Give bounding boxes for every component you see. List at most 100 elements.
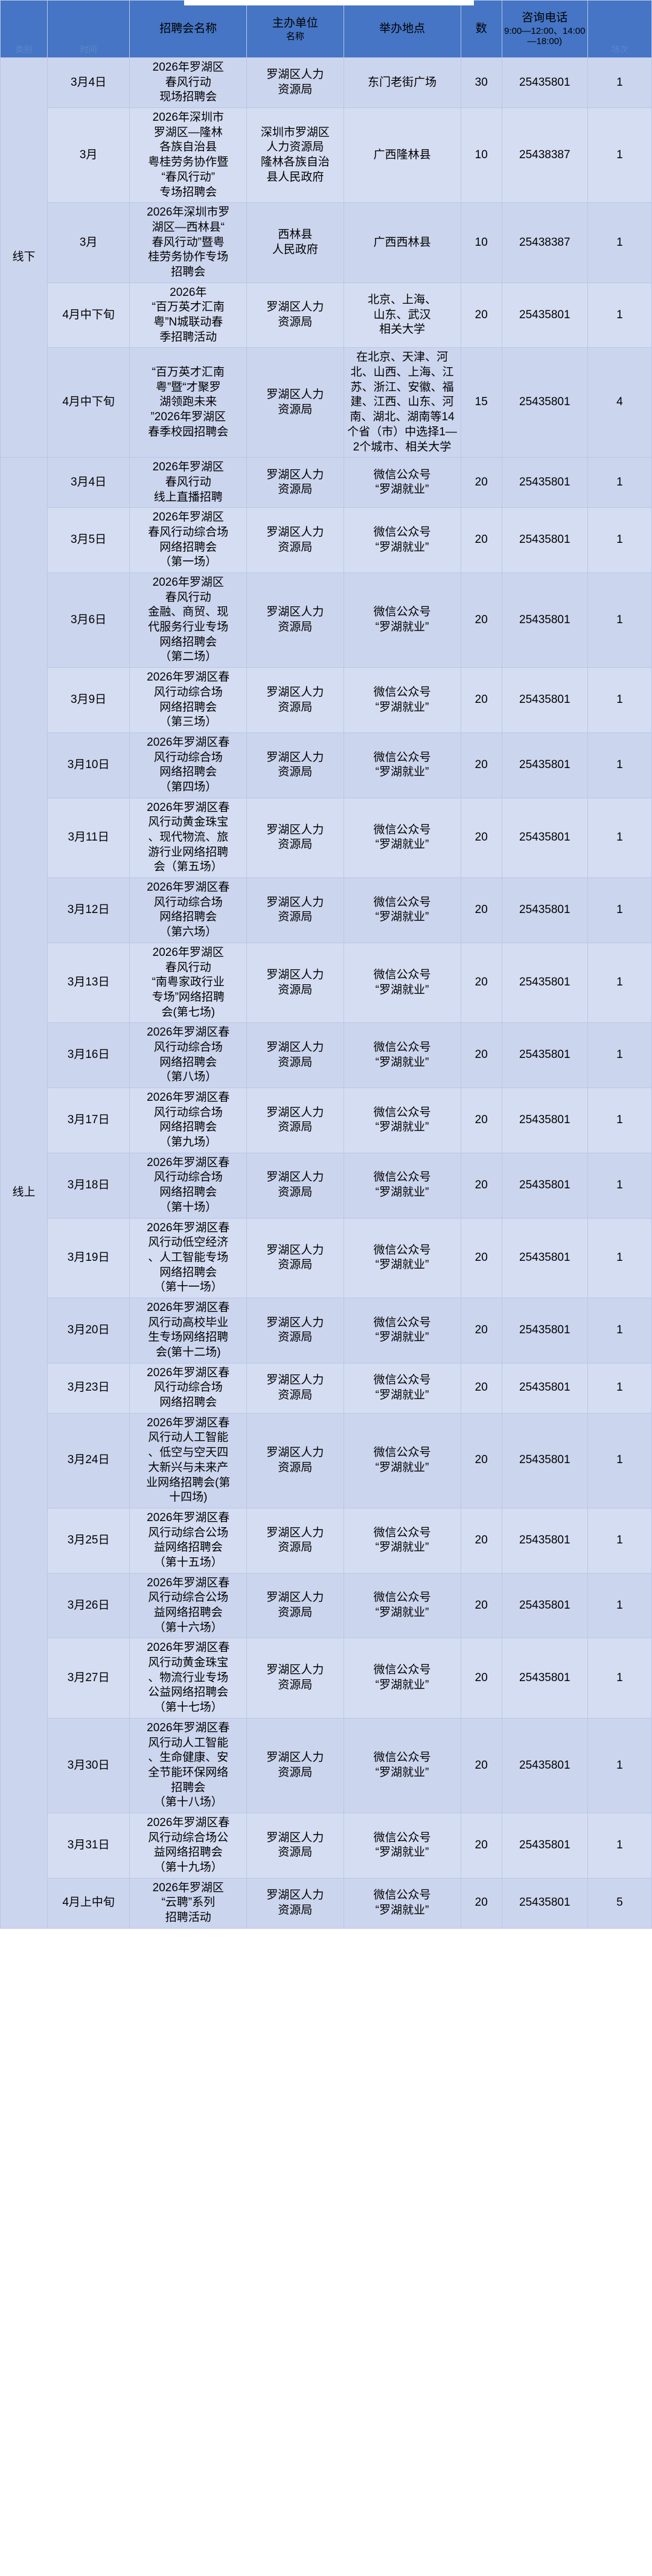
org-cell: 罗湖区人力 资源局 [246, 507, 344, 573]
org-cell: 罗湖区人力 资源局 [246, 732, 344, 798]
table-row: 3月9日 2026年罗湖区春 风行动综合场 网络招聘会 （第三场） 罗湖区人力 资源… [1, 667, 652, 733]
name-cell: 2026年深圳市 罗湖区—隆林 各族自治县 粤桂劳务协作暨 “春风行动” 专场招… [129, 107, 248, 203]
name-cell: 2026年罗湖区春 风行动高校毕业 生专场网络招聘 会(第十二场) [129, 1297, 248, 1363]
sessions-cell: 1 [587, 107, 652, 203]
sessions-cell: 1 [587, 572, 652, 668]
name-cell: 2026年罗湖区春 风行动综合公场 益网络招聘会 （第十六场） [129, 1572, 248, 1639]
column-header-5: 数 [460, 0, 502, 58]
name-cell: 2026年罗湖区春 风行动人工智能 、低空与空天四 大新兴与未来产 业网络招聘会… [129, 1412, 248, 1508]
table-row: 3月5日 2026年罗湖区 春风行动综合场 网络招聘会 （第一场） 罗湖区人力 资源… [1, 507, 652, 573]
date-cell: 3月6日 [47, 572, 130, 668]
venue-cell: 微信公众号 “罗湖就业” [343, 667, 461, 733]
table-row: 线上 3月4日 2026年罗湖区 春风行动 线上直播招聘 罗湖区人力 资源局 微信公众号… [0, 457, 652, 1929]
tel-cell: 25435801 [501, 797, 588, 879]
column-header-7: 场次 [587, 0, 652, 58]
org-cell: 深圳市罗湖区 人力资源局 隆林各族自治 县人民政府 [246, 107, 344, 203]
sessions-cell: 1 [587, 1088, 652, 1153]
date-cell: 3月5日 [47, 507, 130, 573]
sessions-cell: 1 [587, 202, 652, 283]
sessions-cell: 1 [587, 942, 652, 1024]
table-row: 3月12日 2026年罗湖区春 风行动综合场 网络招聘会 （第六场） 罗湖区人力 资… [1, 877, 652, 943]
table-row: 3月23日 2026年罗湖区春 风行动综合场 网络招聘会 罗湖区人力 资源局 微信公众… [1, 1362, 652, 1414]
recruitment-schedule-table: 类别 时间 招聘会名称 主办单位 名称 举办地点 数 咨询电话 9:00—12:00、14:00… [0, 0, 652, 1929]
booths-cell: 20 [460, 1152, 502, 1219]
venue-cell: 微信公众号 “罗湖就业” [343, 1152, 461, 1219]
booths-cell: 20 [460, 732, 502, 798]
tel-cell: 25435801 [501, 1088, 588, 1153]
table-row: 3月25日 2026年罗湖区春 风行动综合公场 益网络招聘会 （第十五场） 罗湖区人… [1, 1507, 652, 1574]
table-row: 3月26日 2026年罗湖区春 风行动综合公场 益网络招聘会 （第十六场） 罗湖区人… [1, 1572, 652, 1639]
sessions-cell: 1 [587, 1412, 652, 1508]
table-header: 类别 时间 招聘会名称 主办单位 名称 举办地点 数 咨询电话 9:00—12:00、14:00… [0, 0, 652, 58]
name-cell: 2026年罗湖区 春风行动 金融、商贸、现 代服务行业专场 网络招聘会 （第二场… [129, 572, 248, 668]
sessions-cell: 1 [587, 1507, 652, 1574]
booths-cell: 20 [460, 1638, 502, 1719]
table-row: 3月20日 2026年罗湖区春 风行动高校毕业 生专场网络招聘 会(第十二场) 罗湖… [1, 1297, 652, 1363]
date-cell: 3月25日 [47, 1507, 130, 1574]
date-cell: 3月4日 [47, 457, 130, 508]
venue-cell: 微信公众号 “罗湖就业” [343, 1638, 461, 1719]
column-header-label: 举办地点 [379, 22, 426, 35]
sessions-cell: 4 [587, 347, 652, 458]
date-cell: 3月26日 [47, 1572, 130, 1639]
table-row: 3月30日 2026年罗湖区春 风行动人工智能 、生命健康、安 全节能环保网络 招… [1, 1717, 652, 1813]
header-row: 类别 时间 招聘会名称 主办单位 名称 举办地点 数 咨询电话 9:00—12:00、14:00… [0, 0, 652, 58]
date-cell: 4月中下旬 [47, 282, 130, 348]
name-cell: 2026年罗湖区春 风行动综合场 网络招聘会 （第四场） [129, 732, 248, 798]
sessions-cell: 5 [587, 1877, 652, 1929]
org-cell: 罗湖区人力 资源局 [246, 1217, 344, 1298]
booths-cell: 20 [460, 1572, 502, 1639]
column-header-label: 类别 [15, 44, 33, 54]
date-cell: 3月31日 [47, 1812, 130, 1879]
booths-cell: 20 [460, 667, 502, 733]
booths-cell: 10 [460, 202, 502, 283]
tel-cell: 25435801 [501, 1507, 588, 1574]
date-cell: 3月17日 [47, 1088, 130, 1153]
tel-cell: 25435801 [501, 732, 588, 798]
category-cell: 线下 [0, 57, 48, 458]
venue-cell: 微信公众号 “罗湖就业” [343, 572, 461, 668]
venue-cell: 微信公众号 “罗湖就业” [343, 1717, 461, 1813]
booths-cell: 20 [460, 797, 502, 879]
sessions-cell: 1 [587, 1362, 652, 1414]
org-cell: 罗湖区人力 资源局 [246, 667, 344, 733]
table-body: 线下 3月4日 2026年罗湖区 春风行动 现场招聘会罗湖区人力 资源局 东门老街广场… [0, 57, 652, 1929]
booths-cell: 20 [460, 1412, 502, 1508]
column-header-label: 招聘会名称 [159, 22, 217, 35]
name-cell: 2026年罗湖区春 风行动黄金珠宝 、现代物流、旅 游行业网络招聘 会（第五场） [129, 797, 248, 879]
venue-cell: 微信公众号 “罗湖就业” [343, 1507, 461, 1574]
sessions-cell: 1 [587, 1572, 652, 1639]
table-row: 3月10日 2026年罗湖区春 风行动综合场 网络招聘会 （第四场） 罗湖区人力 资… [1, 732, 652, 798]
booths-cell: 10 [460, 107, 502, 203]
table-row: 3月19日 2026年罗湖区春 风行动低空经济 、人工智能专场 网络招聘会 （第十… [1, 1217, 652, 1298]
table-row: 4月上中旬 2026年罗湖区 “云聘”系列 招聘活动 罗湖区人力 资源局 微信公众号 … [1, 1877, 652, 1929]
table-row: 3月18日 2026年罗湖区春 风行动综合场 网络招聘会 （第十场） 罗湖区人力 资… [1, 1152, 652, 1219]
venue-cell: 微信公众号 “罗湖就业” [343, 797, 461, 879]
date-cell: 3月13日 [47, 942, 130, 1024]
booths-cell: 20 [460, 282, 502, 348]
venue-cell: 微信公众号 “罗湖就业” [343, 1297, 461, 1363]
booths-cell: 20 [460, 507, 502, 573]
booths-cell: 20 [460, 1088, 502, 1153]
tel-cell: 25435801 [501, 1572, 588, 1639]
venue-cell: 东门老街广场 [343, 57, 461, 109]
table-row: 3月 2026年深圳市罗 湖区—西林县“ 春风行动”暨粤 桂劳务协作专场 招聘会西… [1, 202, 652, 283]
sessions-cell: 1 [587, 797, 652, 879]
name-cell: 2026年罗湖区 春风行动 “南粤家政行业 专场”网络招聘 会(第七场) [129, 942, 248, 1024]
date-cell: 3月20日 [47, 1297, 130, 1363]
sessions-cell: 1 [587, 1152, 652, 1219]
tel-cell: 25435801 [501, 1877, 588, 1929]
sessions-cell: 1 [587, 1022, 652, 1088]
tel-cell: 25438387 [501, 107, 588, 203]
table-row: 3月16日 2026年罗湖区春 风行动综合场 网络招聘会 （第八场） 罗湖区人力 资… [1, 1022, 652, 1088]
table-row: 3月27日 2026年罗湖区春 风行动黄金珠宝 、物流行业专场 公益网络招聘会 （… [1, 1638, 652, 1719]
org-cell: 罗湖区人力 资源局 [246, 1088, 344, 1153]
booths-cell: 20 [460, 1022, 502, 1088]
table-row: 4月中下旬 2026年 “百万英才汇南 粤”N城联动春 季招聘活动 罗湖区人力 资源… [1, 282, 652, 348]
sessions-cell: 1 [587, 732, 652, 798]
table-row: 3月 2026年深圳市 罗湖区—隆林 各族自治县 粤桂劳务协作暨 “春风行动” 专… [1, 107, 652, 203]
name-cell: 2026年罗湖区 春风行动 现场招聘会 [129, 57, 248, 109]
venue-cell: 微信公众号 “罗湖就业” [343, 507, 461, 573]
name-cell: 2026年罗湖区春 风行动人工智能 、生命健康、安 全节能环保网络 招聘会 （第… [129, 1717, 248, 1813]
booths-cell: 20 [460, 572, 502, 668]
